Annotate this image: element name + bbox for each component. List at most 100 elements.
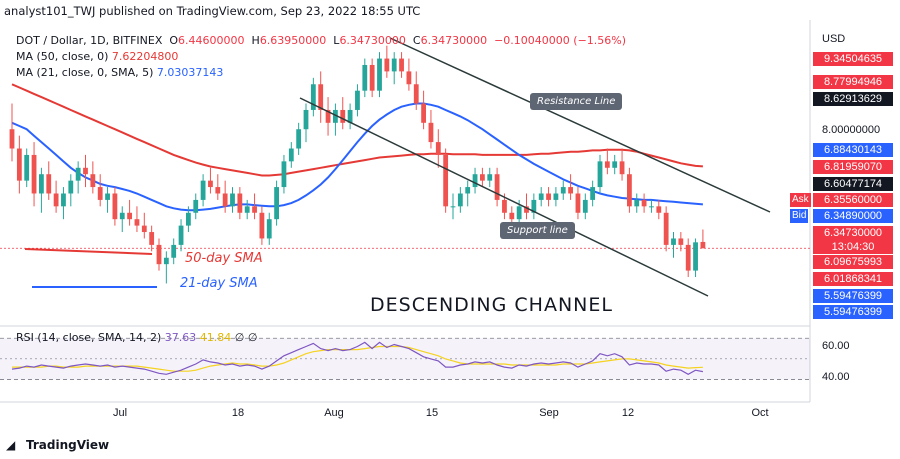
candle-body xyxy=(134,219,140,226)
candle-body xyxy=(340,109,346,123)
candle-body xyxy=(487,174,493,181)
candle-body xyxy=(61,193,66,207)
candle-body xyxy=(237,193,243,213)
high-value: 6.63950000 xyxy=(259,34,327,47)
candle-body xyxy=(538,193,544,200)
candle-body xyxy=(200,180,206,200)
price-tag: 6.81959070 xyxy=(813,160,893,174)
candle-body xyxy=(575,193,581,213)
resistance-callout: Resistance Line xyxy=(530,93,623,110)
price-tag: 8.62913629 xyxy=(813,92,893,106)
price-tag-prefix: Bid xyxy=(790,209,809,223)
ma21-value: 7.03037143 xyxy=(156,66,224,79)
rsi-line xyxy=(11,341,704,375)
x-label-15: 15 xyxy=(425,407,439,419)
candle-body xyxy=(127,212,132,220)
rsi-value: 37.63 xyxy=(164,331,197,344)
candles xyxy=(9,45,706,284)
candle-body xyxy=(465,187,471,194)
symbol-info: DOT / Dollar, 1D, BITFINEX O6.44600000 H… xyxy=(16,34,627,47)
candle-body xyxy=(413,84,419,104)
candle-body xyxy=(693,242,698,271)
candle-body xyxy=(119,212,125,220)
candle-body xyxy=(222,193,228,207)
candle-body xyxy=(186,212,191,226)
candle-body xyxy=(156,244,162,265)
candle-body xyxy=(24,154,30,181)
candle-body xyxy=(384,58,390,72)
candle-body xyxy=(560,187,566,194)
candle-body xyxy=(568,187,573,194)
candle-body xyxy=(68,180,74,194)
candle-body xyxy=(266,219,272,239)
ma50-label: MA (50, close, 0) xyxy=(16,50,109,63)
candle-body xyxy=(685,244,691,271)
grid xyxy=(0,20,811,403)
candle-body xyxy=(149,232,155,245)
rsi-extra: ∅ ∅ xyxy=(234,331,258,344)
candle-body xyxy=(281,161,287,188)
candle-body xyxy=(421,103,426,123)
candle-body xyxy=(546,193,551,200)
low-value: 6.34730000 xyxy=(339,34,406,47)
candle-body xyxy=(83,167,88,175)
price-tag: 13:04:30 xyxy=(813,240,893,254)
candle-body xyxy=(252,206,257,213)
x-label-12: 12 xyxy=(621,407,635,419)
ma50-value: 7.62204800 xyxy=(111,50,179,63)
candle-body xyxy=(509,212,515,220)
candle-body xyxy=(377,58,382,91)
candle-body xyxy=(649,206,654,208)
candle-body xyxy=(259,212,265,239)
rsi-sma-line xyxy=(12,345,703,372)
candle-body xyxy=(193,199,199,213)
candle-body xyxy=(90,174,96,188)
candle-body xyxy=(163,257,169,265)
x-label-18: 18 xyxy=(231,407,245,419)
currency-label: USD xyxy=(822,33,846,45)
candle-body xyxy=(230,193,235,207)
sma50-legend-stroke xyxy=(24,248,153,255)
price-tag: 9.34504635 xyxy=(813,52,893,66)
candle-body xyxy=(303,109,309,130)
price-tag: 5.59476399 xyxy=(813,289,893,303)
open-value: 6.44600000 xyxy=(178,34,245,47)
candle-body xyxy=(9,129,15,149)
candle-body xyxy=(457,193,463,207)
candle-body xyxy=(597,161,603,188)
candle-body xyxy=(502,199,507,213)
ma21-legend: MA (21, close, 0, SMA, 5) 7.03037143 xyxy=(16,66,223,79)
candle-body xyxy=(325,109,331,123)
tradingview-logo: ◢ TradingView xyxy=(6,438,109,452)
candle-body xyxy=(39,174,44,194)
rsi-lines xyxy=(11,341,704,375)
sma21-annotation: 21-day SMA xyxy=(180,276,258,291)
candle-body xyxy=(97,187,103,200)
price-tag-prefix: Ask xyxy=(790,193,811,207)
candle-body xyxy=(671,238,676,245)
chart-title-annotation: DESCENDING CHANNEL xyxy=(370,294,613,316)
price-tag: 8.77994946 xyxy=(813,75,893,89)
candle-body xyxy=(678,238,684,245)
candle-body xyxy=(553,193,559,200)
candle-body xyxy=(494,174,500,200)
candle-body xyxy=(656,206,662,213)
candle-body xyxy=(215,187,221,194)
candle-body xyxy=(582,199,588,213)
candle-body xyxy=(634,199,640,207)
candle-body xyxy=(369,64,375,91)
change-value: −0.10040000 (−1.56%) xyxy=(494,34,627,47)
x-label-sep: Sep xyxy=(539,407,559,419)
candle-body xyxy=(612,161,618,168)
candle-body xyxy=(524,206,529,213)
rsi-band xyxy=(0,337,810,380)
ma50-line xyxy=(11,83,703,177)
candle-body xyxy=(480,174,485,181)
price-tag: 6.34730000 xyxy=(813,226,893,240)
candle-body xyxy=(663,212,669,245)
candle-body xyxy=(112,193,118,220)
candle-body xyxy=(443,154,449,207)
ma50-legend: MA (50, close, 0) 7.62204800 xyxy=(16,50,178,63)
candle-body xyxy=(472,174,478,188)
tradingview-logo-text: TradingView xyxy=(26,438,110,452)
